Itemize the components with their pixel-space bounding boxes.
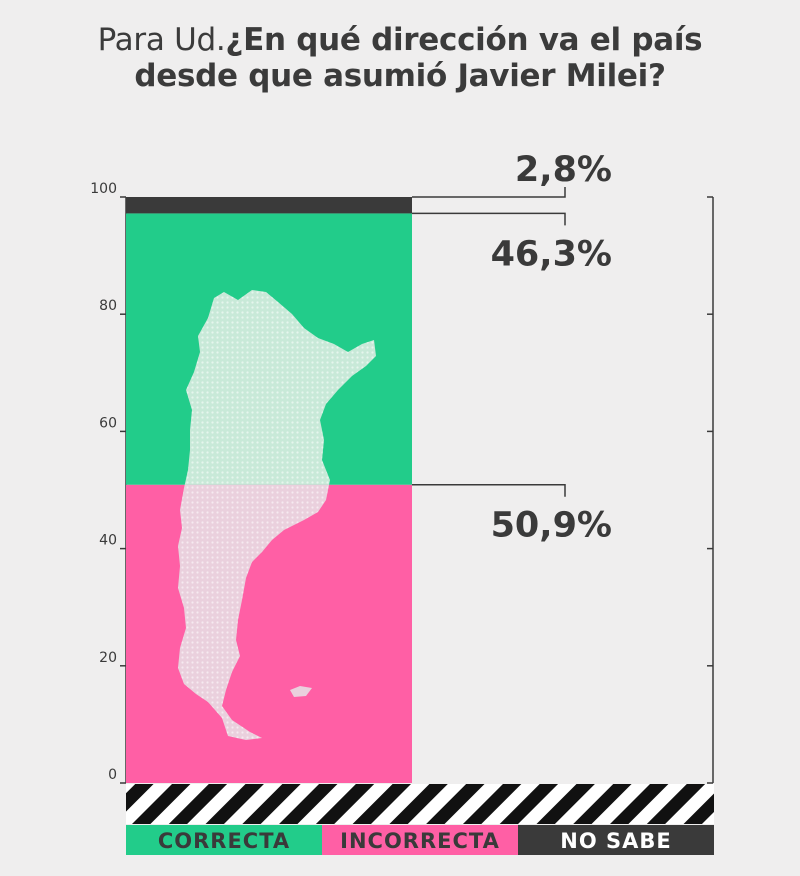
legend-swatch — [518, 825, 714, 855]
y-axis-right — [707, 196, 714, 784]
title-line-1: Para Ud.¿En qué dirección va el país — [0, 22, 800, 58]
chart-title: Para Ud.¿En qué dirección va el país des… — [0, 22, 800, 94]
data-label-incorrecta: 50,9% — [491, 506, 612, 546]
legend: CORRECTA INCORRECTA NO SABE — [126, 825, 714, 855]
legend-swatch — [322, 825, 518, 855]
data-labels: 50,9% 46,3% 2,8% — [491, 150, 612, 546]
connector-no-sabe — [412, 187, 566, 198]
data-label-no-sabe: 2,8% — [515, 150, 612, 190]
connector-incorrecta — [412, 483, 566, 497]
y-axis-left: 0 20 40 60 80 100 — [90, 181, 127, 784]
y-tick-label: 80 — [99, 298, 117, 314]
data-label-correcta: 46,3% — [491, 234, 612, 274]
argentina-map-icon — [178, 290, 376, 740]
legend-item-incorrecta: INCORRECTA — [322, 825, 518, 855]
y-tick-label: 60 — [99, 415, 117, 431]
legend-label: INCORRECTA — [340, 829, 500, 853]
legend-swatch — [126, 825, 322, 855]
connector-correcta — [412, 212, 566, 226]
legend-item-correcta: CORRECTA — [126, 825, 322, 855]
y-tick-label: 40 — [99, 533, 117, 549]
title-prefix: Para Ud. — [97, 22, 226, 58]
y-tick-label: 20 — [99, 650, 117, 666]
title-question-1: ¿En qué dirección va el país — [225, 22, 703, 58]
y-tick-label: 100 — [90, 181, 117, 197]
y-tick-label: 0 — [108, 767, 117, 783]
legend-label: CORRECTA — [158, 829, 290, 853]
label-connectors — [412, 187, 566, 497]
title-question-2: desde que asumió Javier Milei? — [134, 58, 666, 94]
legend-item-no-sabe: NO SABE — [518, 825, 714, 855]
legend-label: NO SABE — [560, 829, 671, 853]
bar-segment-no-sabe — [126, 197, 412, 214]
striped-band — [126, 784, 714, 824]
